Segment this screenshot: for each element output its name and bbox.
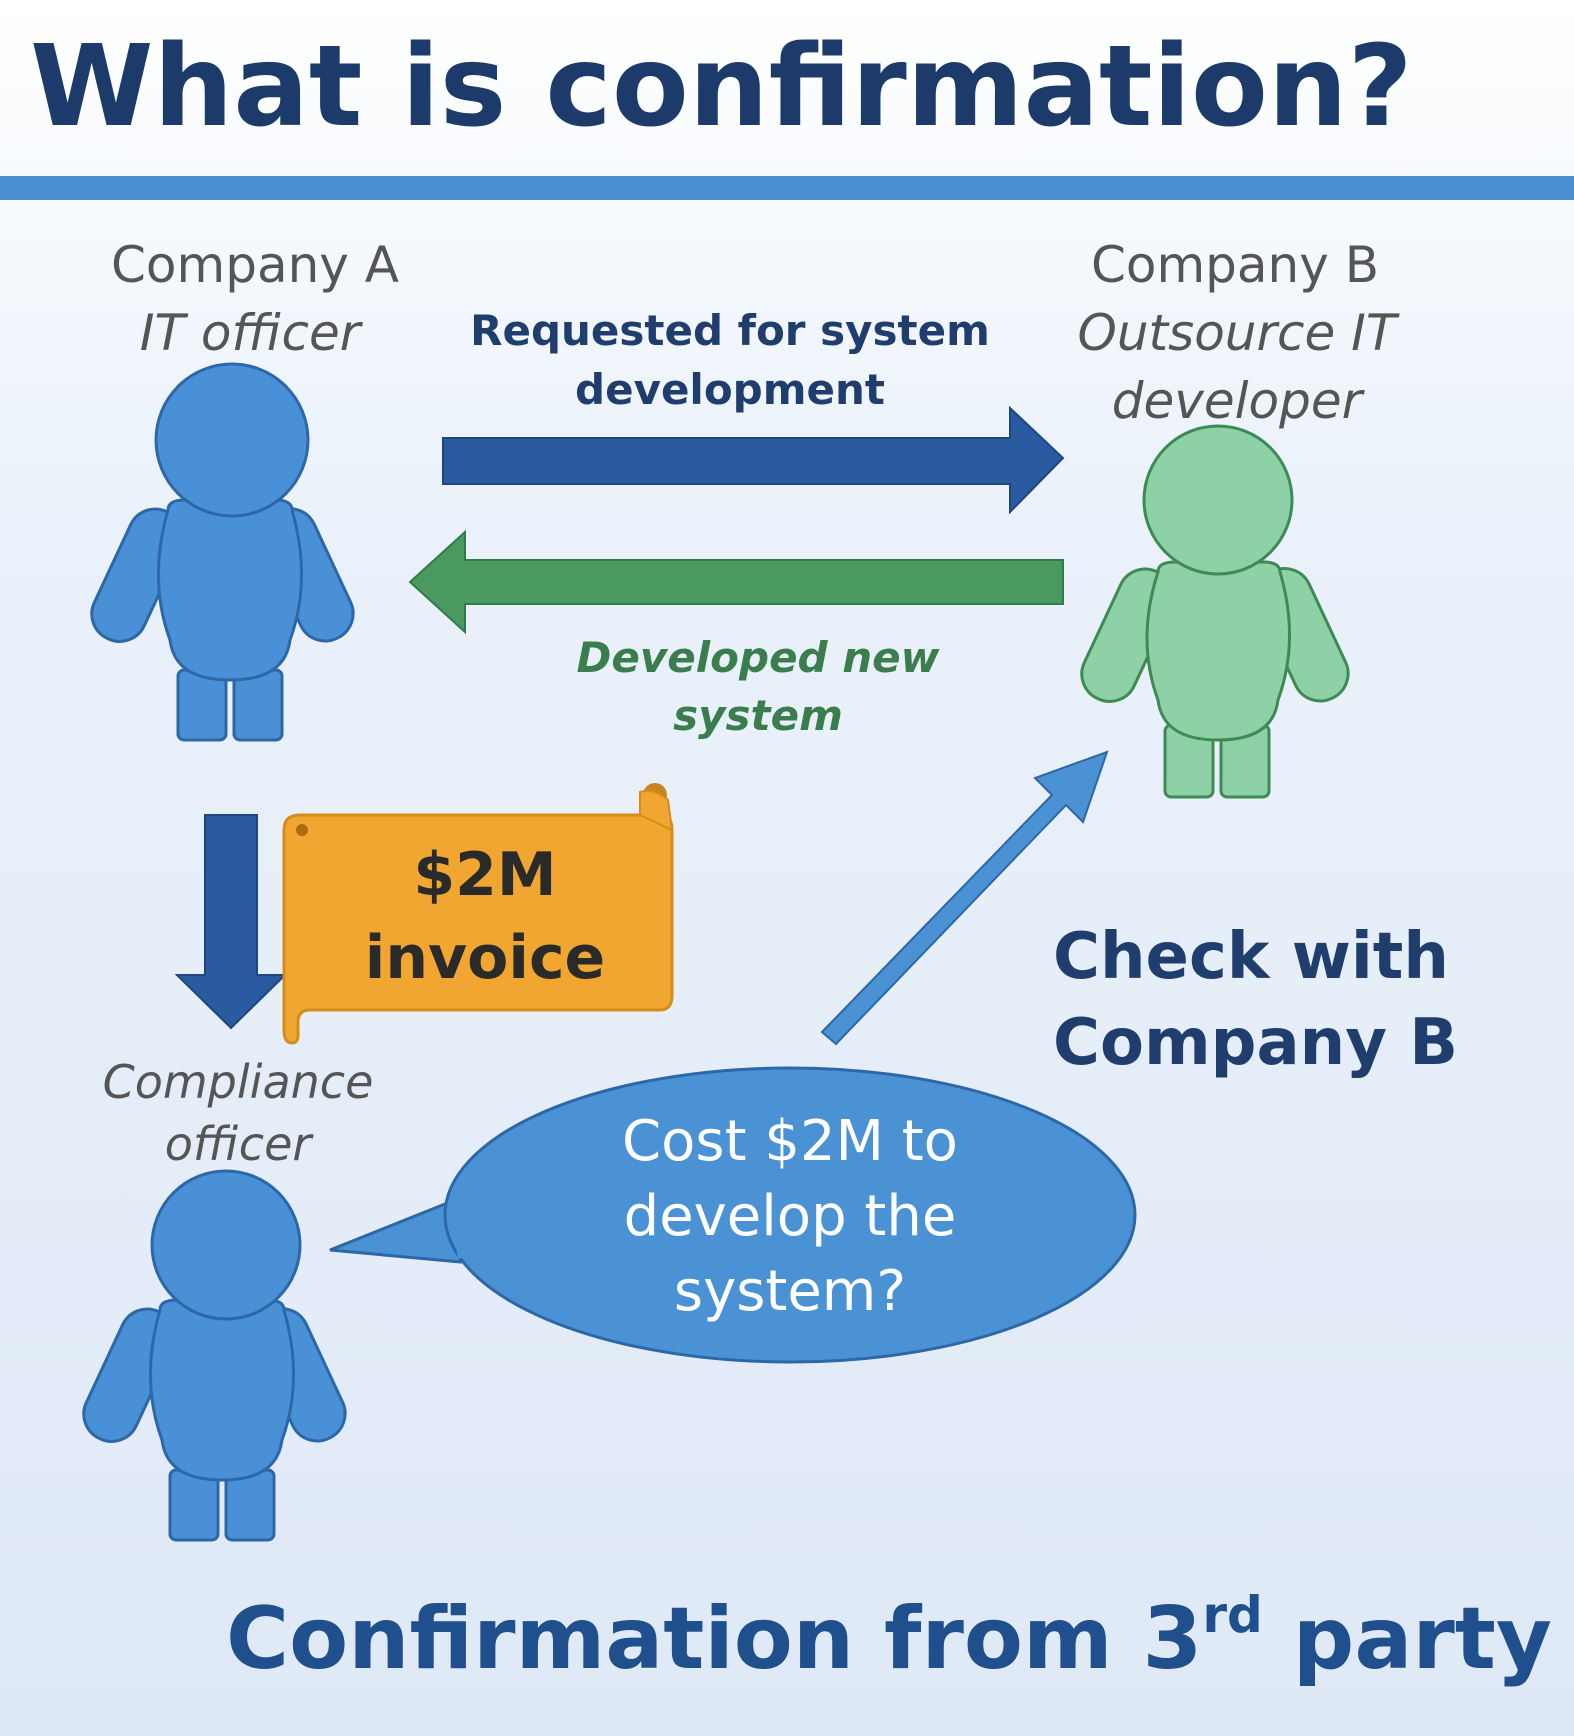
page-title: What is confirmation? bbox=[30, 22, 1413, 152]
developer-person-icon bbox=[1080, 424, 1350, 799]
company-b-role-line1: Outsource IT bbox=[1078, 304, 1400, 362]
company-b-label: Company B bbox=[1091, 236, 1379, 294]
request-arrow bbox=[442, 405, 1065, 515]
developed-system-arrow bbox=[408, 529, 1064, 635]
check-label-line2: Company B bbox=[1053, 1006, 1458, 1080]
footer-caption: Confirmation from 3rd party bbox=[226, 1586, 1552, 1689]
footer-text: Confirmation from 3 bbox=[226, 1589, 1202, 1689]
return-arrow-label-line2: system bbox=[673, 691, 843, 740]
company-a-label: Company A bbox=[111, 236, 399, 294]
speech-text-line3: system? bbox=[674, 1259, 906, 1324]
speech-bubble bbox=[329, 1066, 1137, 1364]
compliance-officer-label-line1: Compliance bbox=[103, 1055, 374, 1109]
speech-text-line2: develop the bbox=[624, 1184, 957, 1249]
footer-tail: party bbox=[1263, 1589, 1552, 1689]
invoice-scroll-icon bbox=[282, 783, 674, 1045]
company-a-role: IT officer bbox=[140, 304, 364, 362]
it-officer-person-icon bbox=[90, 362, 355, 742]
invoice-flow-arrow bbox=[174, 814, 288, 1030]
request-arrow-label-line1: Requested for system bbox=[470, 306, 990, 355]
compliance-officer-label-line2: officer bbox=[165, 1117, 315, 1171]
company-b-role-line2: developer bbox=[1112, 372, 1366, 430]
title-underline bbox=[0, 176, 1574, 200]
invoice-amount: $2M bbox=[413, 840, 556, 910]
check-label-line1: Check with bbox=[1053, 920, 1449, 994]
invoice-label: invoice bbox=[365, 923, 605, 993]
speech-text-line1: Cost $2M to bbox=[622, 1109, 958, 1174]
compliance-officer-person-icon bbox=[82, 1169, 347, 1542]
footer-superscript: rd bbox=[1202, 1586, 1262, 1644]
check-company-b-arrow bbox=[820, 750, 1109, 1046]
request-arrow-label-line2: development bbox=[575, 365, 885, 414]
return-arrow-label-line1: Developed new bbox=[577, 633, 940, 682]
